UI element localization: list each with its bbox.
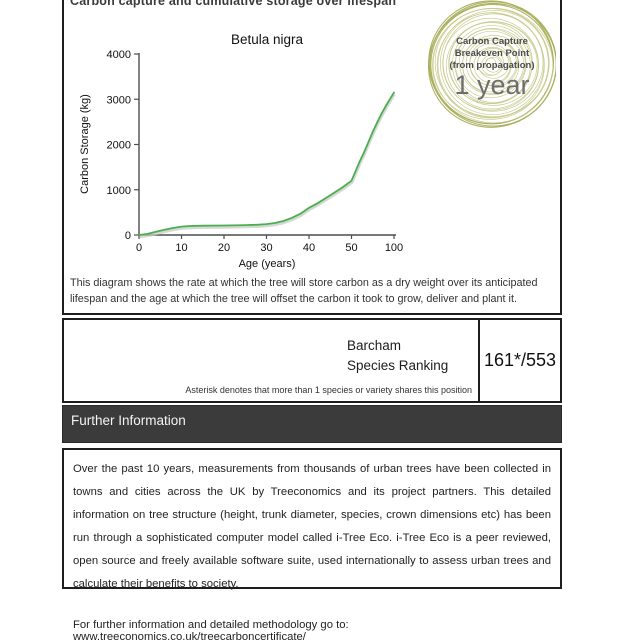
svg-text:40: 40 [303,242,315,254]
chart-description: This diagram shows the rate at which the… [70,277,538,305]
ranking-label-cell: Barcham Species Ranking Asterisk denotes… [64,320,480,401]
ranking-value: 161*/553 [483,350,557,370]
tree-rings-icon [428,0,556,128]
further-information-header: Further Information [62,405,562,443]
curve-shadow [139,93,396,239]
storage-curve [138,91,395,236]
svg-text:20: 20 [218,242,230,254]
breakeven-badge: Carbon Capture Breakeven Point (from propa… [428,0,556,128]
svg-text:4000: 4000 [107,49,131,61]
section-title: Carbon capture and cumulative storage ov… [70,0,397,8]
further-information-paragraph: Over the past 10 years, measurements fro… [73,463,551,590]
svg-text:1000: 1000 [107,185,131,197]
breakeven-badge-title-line: Breakeven Point [454,48,530,59]
svg-text:30: 30 [260,242,272,254]
svg-text:0: 0 [125,230,131,242]
chart-title: Betula nigra [231,32,304,47]
breakeven-badge-title-line: Carbon Capture [456,36,528,47]
svg-text:3000: 3000 [107,94,131,106]
ranking-label-line2: Species Ranking [347,358,449,373]
x-axis-label: Age (years) [239,258,296,270]
svg-text:0: 0 [136,242,142,254]
species-ranking-section: Barcham Species Ranking Asterisk denotes… [62,318,562,403]
x-axis: 0 10 20 30 40 50 100 Age (years) [136,234,403,270]
svg-text:100: 100 [385,242,403,254]
svg-text:50: 50 [345,242,357,254]
methodology-link-line: For further information and detailed met… [73,619,349,643]
ranking-footnote: Asterisk denotes that more than 1 specie… [185,385,472,395]
breakeven-badge-title: Carbon Capture Breakeven Point (from propa… [428,36,556,72]
ranking-label: Barcham Species Ranking [347,336,448,376]
further-information-title: Further Information [71,413,186,428]
chart-section: Carbon capture and cumulative storage ov… [62,0,562,315]
svg-text:10: 10 [175,242,187,254]
ranking-label-line1: Barcham [347,338,402,353]
carbon-certificate-page: { "page": { "title": "Carbon capture and… [62,0,562,643]
breakeven-badge-value: 1 year [454,70,530,100]
svg-text:2000: 2000 [107,140,131,152]
y-axis-label: Carbon Storage (kg) [79,94,91,194]
further-information-body: Over the past 10 years, measurements fro… [62,448,562,643]
y-axis: 0 1000 2000 3000 4000 Carbon Storage (kg) [79,49,140,242]
breakeven-badge-title-line: (from propagation) [449,60,535,71]
